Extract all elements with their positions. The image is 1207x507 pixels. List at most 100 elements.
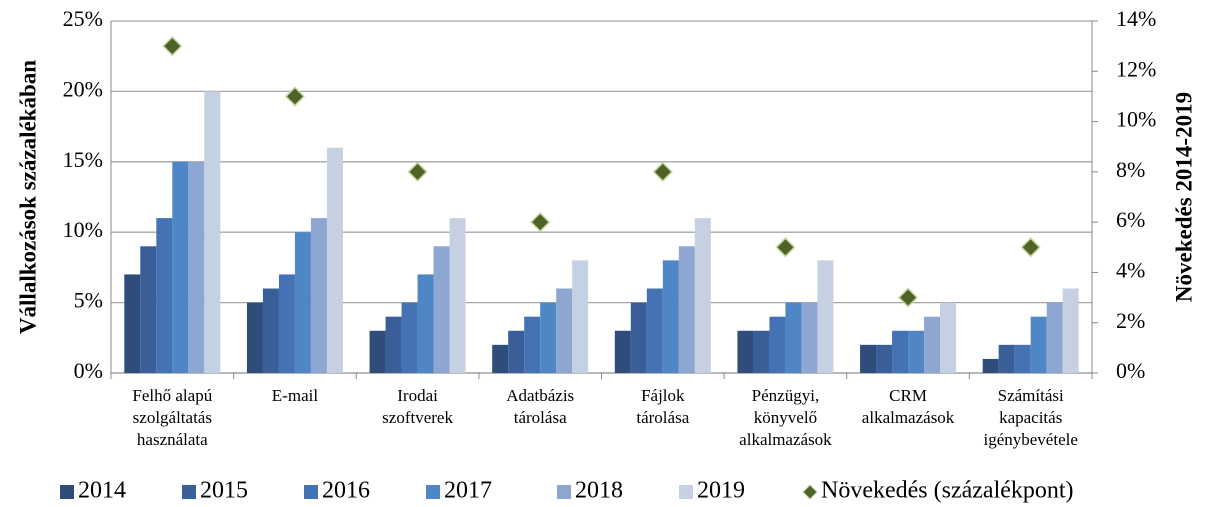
- legend-label: 2018: [575, 478, 623, 504]
- x-tick-label: Fájlok tárolása: [636, 386, 689, 427]
- x-tick-label: Irodai szoftverek: [382, 386, 453, 427]
- legend-swatch: [679, 485, 693, 499]
- bar: [294, 232, 311, 373]
- diamond-marker: [1020, 237, 1041, 258]
- x-tick-line: könyvelő: [754, 408, 817, 427]
- x-tick-label: CRM alkalmazások: [862, 386, 955, 427]
- bar: [1030, 316, 1047, 373]
- bar: [326, 147, 343, 373]
- bar: [246, 302, 263, 373]
- bar: [908, 330, 925, 373]
- x-tick-line: tárolása: [636, 408, 689, 427]
- legend-label: 2014: [78, 478, 126, 504]
- legend-label: 2017: [444, 478, 492, 504]
- legend-swatch: [426, 485, 440, 499]
- y-tick-label: 5%: [74, 288, 103, 313]
- legend-swatch: [304, 485, 318, 499]
- x-tick-line: Pénzügyi,: [752, 386, 820, 405]
- y2-tick-label: 6%: [1116, 207, 1145, 232]
- diamond-marker: [775, 237, 796, 258]
- bar: [662, 260, 679, 373]
- bar: [204, 91, 221, 374]
- y2-axis-label: Növekedés 2014-2019: [1171, 92, 1196, 302]
- x-tick-line: szoftverek: [382, 408, 453, 427]
- bar: [1062, 288, 1079, 373]
- y2-tick-label: 4%: [1116, 257, 1145, 282]
- legend-swatch: [182, 485, 196, 499]
- x-tick-label: Pénzügyi, könyvelő alkalmazások: [739, 386, 832, 449]
- legend-label: Növekedés (százalékpont): [821, 478, 1074, 504]
- bar: [278, 274, 295, 373]
- bar: [614, 330, 631, 373]
- bar: [385, 316, 402, 373]
- legend-label: 2019: [697, 478, 745, 504]
- bar: [769, 316, 786, 373]
- x-tick-line: Fájlok: [641, 386, 685, 405]
- bar: [572, 260, 589, 373]
- x-tick-label: Adatbázis tárolása: [506, 386, 574, 427]
- x-tick-line: CRM: [889, 386, 927, 405]
- diamond-marker: [652, 161, 673, 182]
- bar: [1014, 344, 1031, 373]
- bar: [924, 316, 941, 373]
- bar: [417, 274, 434, 373]
- y-tick-label: 25%: [63, 6, 103, 31]
- diamond-marker: [162, 36, 183, 57]
- x-tick-line: tárolása: [514, 408, 567, 427]
- bar: [753, 330, 770, 373]
- y2-tick-label: 14%: [1116, 6, 1156, 31]
- bar: [694, 218, 711, 373]
- bar: [785, 302, 802, 373]
- y2-tick-label: 0%: [1116, 358, 1145, 383]
- bar: [892, 330, 909, 373]
- bar: [876, 344, 893, 373]
- bar: [630, 302, 647, 373]
- diamond-marker: [530, 212, 551, 233]
- x-tick-label: Felhő alapú szolgáltatás használata: [132, 386, 212, 449]
- bar: [817, 260, 834, 373]
- x-tick-line: Adatbázis: [506, 386, 574, 405]
- y-tick-label: 20%: [63, 76, 103, 101]
- y2-tick-label: 12%: [1116, 56, 1156, 81]
- legend-marker: [802, 484, 818, 500]
- bar: [449, 218, 466, 373]
- bar: [982, 358, 999, 373]
- bar: [310, 218, 327, 373]
- bar: [369, 330, 386, 373]
- bar: [524, 316, 541, 373]
- bar: [998, 344, 1015, 373]
- bar: [540, 302, 557, 373]
- bar: [492, 344, 509, 373]
- y-tick-label: 10%: [63, 217, 103, 242]
- bar: [860, 344, 877, 373]
- x-tick-line: igénybevétele: [983, 430, 1077, 449]
- bar: [124, 274, 141, 373]
- bar: [678, 246, 695, 373]
- bar: [262, 288, 279, 373]
- x-tick-line: Számítási: [998, 386, 1064, 405]
- x-tick-line: szolgáltatás: [133, 408, 212, 427]
- bar: [1046, 302, 1063, 373]
- x-tick-line: használata: [137, 430, 208, 449]
- bar: [646, 288, 663, 373]
- bar: [508, 330, 525, 373]
- x-tick-line: E-mail: [272, 386, 319, 405]
- bar: [940, 302, 957, 373]
- legend-label: 2016: [322, 478, 370, 504]
- bar: [172, 161, 189, 373]
- diamond-marker: [407, 161, 428, 182]
- diamond-marker: [284, 86, 305, 107]
- bar: [801, 302, 818, 373]
- y-axis-label: Vállalkozások százalékában: [15, 60, 40, 334]
- bar: [156, 218, 173, 373]
- legend-swatch: [60, 485, 74, 499]
- x-tick-line: Irodai: [397, 386, 438, 405]
- x-tick-label: Számítási kapacitás igénybevétele: [983, 386, 1077, 449]
- diamond-marker: [898, 287, 919, 308]
- bar: [401, 302, 418, 373]
- legend-label: 2015: [200, 478, 248, 504]
- y2-tick-label: 10%: [1116, 107, 1156, 132]
- x-tick-line: Felhő alapú: [132, 386, 212, 405]
- y-tick-label: 0%: [74, 358, 103, 383]
- bar: [433, 246, 450, 373]
